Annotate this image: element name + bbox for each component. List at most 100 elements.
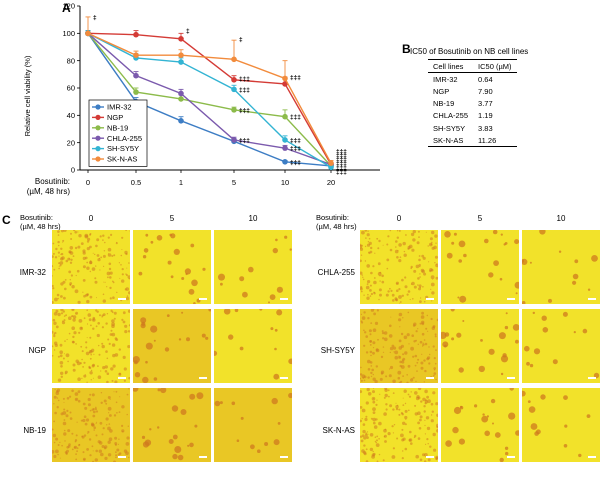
- data-point: [133, 72, 139, 79]
- micrograph-shsy5y-dose-0: [360, 309, 438, 383]
- micrograph-sknas-dose-5: [441, 388, 519, 462]
- micro-right-dose-0: 0: [396, 214, 402, 223]
- micro-row-label-ngp: NGP: [28, 346, 46, 355]
- series-line: [87, 32, 332, 166]
- micrograph-nb19-dose-10: [214, 388, 292, 462]
- legend-entry: SK-N-AS: [107, 155, 137, 164]
- significance-marker: ‡‡‡: [239, 107, 250, 114]
- significance-marker: ‡‡‡: [239, 137, 250, 144]
- x-tick-label: 20: [327, 178, 335, 187]
- significance-marker: ‡‡‡: [290, 137, 301, 144]
- series-line: [87, 32, 332, 165]
- y-tick-label: 100: [62, 29, 75, 38]
- micrograph-sknas-dose-0: [360, 388, 438, 462]
- legend-marker: [95, 125, 101, 131]
- cell-line-name: SH-SY5Y: [433, 123, 466, 133]
- significance-marker: ‡‡‡: [239, 76, 250, 83]
- y-axis-label: Relative cell viability (%): [23, 55, 32, 136]
- ic50-value: 3.77: [478, 99, 493, 109]
- cell-line-name: CHLA-255: [433, 111, 469, 121]
- significance-marker: ‡‡‡: [336, 161, 347, 168]
- legend-marker: [95, 114, 101, 120]
- micrograph-imr32-dose-0: [52, 230, 130, 304]
- data-point: [231, 56, 237, 63]
- data-point: [282, 81, 288, 87]
- ic50-table: Cell lines IC50 (µM) IMR-32 0.64 NGP 7.90 …: [428, 58, 517, 148]
- series-line: [87, 32, 332, 167]
- data-point: [178, 52, 184, 58]
- significance-marker: ‡‡‡: [336, 169, 347, 176]
- x-axis-label-line2: (µM, 48 hrs): [27, 187, 71, 196]
- panel-label-a: A: [62, 1, 71, 15]
- micro-row-label-nb19: NB-19: [23, 426, 46, 435]
- micrograph-ngp-dose-10: [214, 309, 292, 383]
- x-tick-label: 5: [232, 178, 236, 187]
- x-tick-label: 1: [179, 178, 183, 187]
- table-row: NB-19 3.77: [428, 98, 517, 110]
- series-line: [87, 32, 332, 167]
- micro-right-dose-caption-line1: Bosutinib:: [316, 213, 349, 222]
- data-point: [178, 96, 184, 102]
- significance-marker: ‡‡‡: [290, 114, 301, 121]
- legend-marker: [95, 135, 101, 141]
- series-line: [87, 32, 332, 164]
- significance-marker: ‡: [93, 14, 97, 21]
- y-tick-label: 20: [67, 138, 75, 147]
- significance-marker: ‡‡‡: [290, 146, 301, 153]
- ic50-value: 11.26: [473, 134, 517, 148]
- significance-marker: ‡‡‡: [336, 157, 347, 164]
- ic50-value: 7.90: [478, 86, 493, 96]
- data-point: [282, 75, 288, 82]
- data-point: [231, 77, 237, 83]
- micro-row-label-shsy5y: SH-SY5Y: [320, 346, 355, 355]
- ic50-value: 1.19: [478, 111, 493, 121]
- significance-marker: ‡‡‡: [336, 165, 347, 172]
- micrograph-imr32-dose-5: [133, 230, 211, 304]
- legend-entry: IMR-32: [107, 103, 132, 112]
- data-point: [133, 89, 139, 95]
- data-point: [133, 52, 139, 58]
- viability-line-chart: Relative cell viability (%) Bosutinib: (…: [23, 2, 380, 196]
- micro-row-label-chla255: CHLA-255: [317, 268, 355, 277]
- data-point: [231, 86, 237, 93]
- micro-left-dose-5: 5: [169, 214, 175, 223]
- table-header-row: Cell lines IC50 (µM): [428, 58, 517, 74]
- header-cell-lines: Cell lines: [428, 58, 474, 74]
- micrograph-ngp-dose-5: [133, 309, 211, 383]
- legend-box: [88, 99, 148, 167]
- micro-right-dose-caption-line2: (µM, 48 hrs): [316, 222, 357, 231]
- panel-label-c: C: [2, 213, 11, 227]
- header-ic50: IC50 (µM): [473, 58, 517, 74]
- legend-entry: NGP: [107, 113, 123, 122]
- cell-line-name: NGP: [433, 86, 450, 96]
- micro-right-dose-5: 5: [477, 214, 483, 223]
- micrograph-nb19-dose-0: [52, 388, 130, 462]
- micro-right-dose-10: 10: [556, 214, 566, 223]
- data-point: [231, 137, 237, 143]
- x-tick-label: 0.5: [131, 178, 141, 187]
- micro-left-dose-caption-line2: (µM, 48 hrs): [20, 222, 61, 231]
- table-row: CHLA-255 1.19: [428, 110, 517, 122]
- micrograph-sknas-dose-10: [522, 388, 600, 462]
- y-tick-label: 60: [67, 84, 75, 93]
- legend-marker: [95, 146, 101, 152]
- table-title: IC50 of Bosutinib on NB cell lines: [410, 47, 529, 56]
- legend-marker: [95, 156, 101, 162]
- series-line: [87, 32, 332, 168]
- table-row: NGP 7.90: [428, 85, 517, 97]
- legend-entry: CHLA-255: [107, 134, 142, 143]
- significance-marker: ‡: [186, 28, 190, 35]
- data-point: [178, 36, 184, 42]
- micro-left-dose-0: 0: [88, 214, 94, 223]
- micrograph-shsy5y-dose-10: [522, 309, 600, 383]
- data-point: [178, 118, 184, 124]
- micrograph-chla255-dose-5: [441, 230, 519, 304]
- data-point: [328, 160, 334, 166]
- significance-marker: ‡‡‡: [290, 159, 301, 166]
- micro-right-dose-caption: Bosutinib: (µM, 48 hrs): [316, 213, 357, 231]
- legend-entry: SH-SY5Y: [107, 144, 139, 153]
- cell-line-name: SK-N-AS: [428, 134, 474, 148]
- table-row: SH-SY5Y 3.83: [428, 122, 517, 134]
- y-tick-label: 0: [71, 166, 75, 175]
- micro-row-label-sknas: SK-N-AS: [322, 426, 355, 435]
